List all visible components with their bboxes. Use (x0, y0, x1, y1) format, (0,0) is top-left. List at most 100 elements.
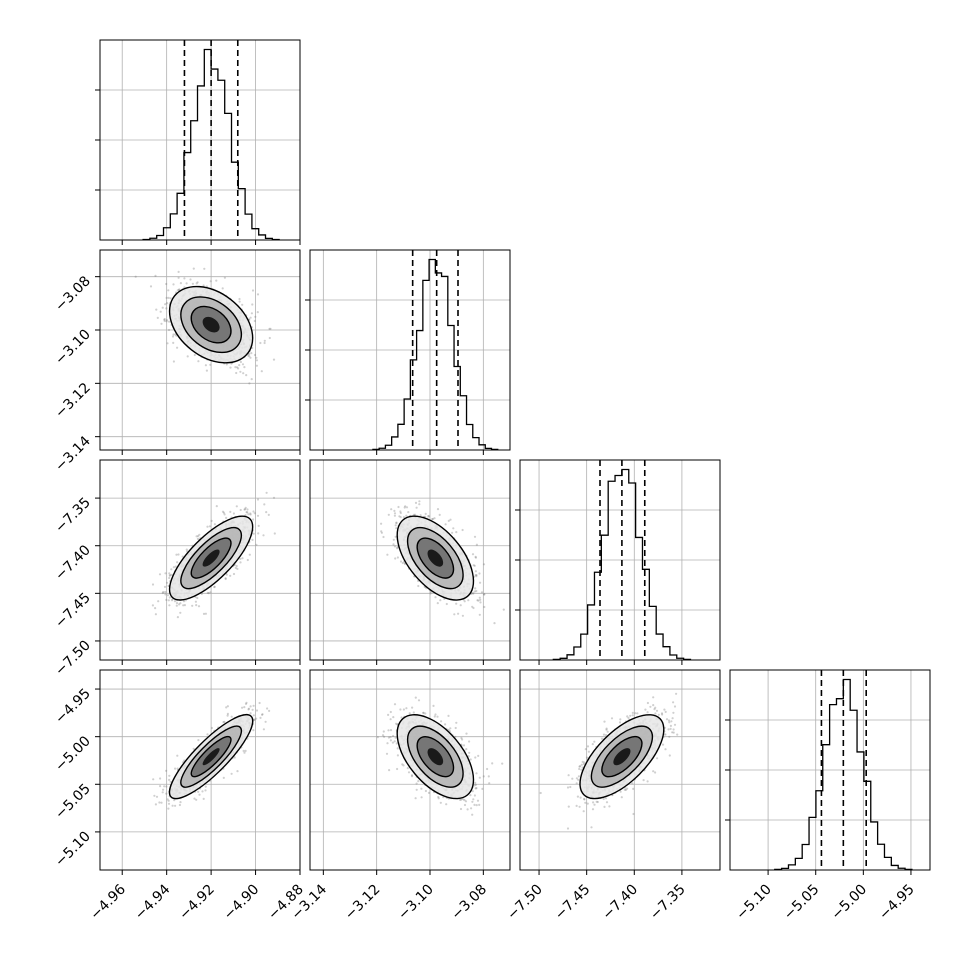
sample-point (238, 300, 241, 303)
sample-point (183, 277, 186, 280)
sample-point (447, 519, 450, 523)
sample-point (476, 599, 479, 602)
sample-point (396, 556, 399, 559)
sample-point (177, 276, 180, 279)
sample-point (209, 363, 212, 366)
sample-point (438, 513, 441, 517)
sample-point (166, 594, 170, 597)
sample-point (255, 364, 258, 367)
sample-point (173, 799, 176, 802)
sample-point (419, 514, 422, 517)
sample-point (403, 562, 406, 566)
panel-frame (309, 459, 511, 661)
sample-point (262, 534, 265, 537)
sample-point (189, 278, 192, 281)
sample-point (249, 512, 252, 515)
sample-point (475, 543, 478, 546)
sample-point (474, 587, 477, 590)
sample-point (205, 369, 208, 372)
sample-point (239, 557, 242, 561)
sample-point (158, 801, 161, 804)
sample-point (250, 378, 253, 381)
sample-point (254, 315, 257, 318)
sample-point (182, 600, 186, 603)
sample-point (225, 706, 228, 709)
sample-point (191, 282, 194, 285)
sample-point (232, 512, 235, 515)
sample-point (195, 604, 198, 607)
sample-point (480, 591, 484, 594)
sample-point (255, 543, 258, 546)
sample-point (170, 573, 173, 576)
sample-point (168, 320, 171, 323)
sample-point (168, 574, 171, 577)
y-tick-label: −3.10 (52, 327, 94, 369)
sample-point (252, 518, 255, 521)
sample-point (221, 287, 224, 290)
sample-point (234, 366, 237, 369)
sample-point (224, 577, 227, 581)
sample-point (207, 592, 210, 595)
sample-point (457, 612, 460, 615)
sample-point (263, 341, 266, 345)
sample-point (239, 508, 242, 512)
sample-point (204, 785, 207, 788)
sample-point (209, 591, 212, 594)
sample-point (202, 797, 205, 801)
sample-point (172, 566, 175, 569)
sample-point (433, 517, 436, 520)
sample-point (174, 565, 177, 568)
density-peak (202, 316, 220, 333)
sample-point (251, 303, 254, 306)
sample-point (403, 506, 406, 509)
sample-point (265, 510, 268, 514)
sample-point (235, 564, 238, 568)
sample-point (206, 591, 209, 595)
sample-point (268, 327, 271, 330)
sample-point (176, 561, 179, 564)
sample-point (475, 574, 478, 577)
sample-point (225, 573, 228, 576)
sample-point (418, 500, 421, 503)
sample-point (396, 546, 399, 549)
sample-point (235, 505, 238, 508)
sample-point (239, 561, 242, 564)
sample-point (399, 516, 402, 519)
sample-point (185, 548, 188, 551)
sample-point (154, 803, 157, 806)
sample-point (155, 308, 158, 311)
sample-point (241, 363, 245, 366)
sample-point (165, 319, 168, 322)
sample-point (169, 573, 172, 577)
sample-point (483, 593, 486, 596)
sample-point (170, 599, 174, 602)
sample-point (236, 366, 239, 369)
sample-point (186, 355, 189, 358)
sample-point (179, 611, 182, 614)
sample-point (163, 785, 166, 788)
sample-point (401, 561, 404, 565)
sample-point (239, 370, 242, 373)
sample-point (237, 367, 240, 370)
sample-point (431, 518, 434, 521)
sample-point (247, 354, 250, 357)
sample-point (175, 604, 178, 607)
sample-point (260, 370, 263, 373)
sample-point (392, 543, 395, 546)
sample-point (165, 307, 168, 310)
sample-point (215, 505, 218, 508)
sample-point (434, 596, 437, 599)
sample-point (399, 560, 403, 563)
sample-point (242, 372, 245, 375)
density-peak (202, 549, 220, 567)
sample-point (380, 522, 383, 525)
sample-point (243, 366, 246, 369)
sample-point (478, 613, 481, 616)
sample-point (206, 733, 209, 736)
sample-point (229, 510, 232, 513)
y-tick-label: −7.40 (52, 542, 94, 584)
sample-point (195, 535, 198, 538)
sample-point (445, 602, 448, 606)
sample-point (224, 577, 227, 580)
sample-point (209, 280, 212, 283)
